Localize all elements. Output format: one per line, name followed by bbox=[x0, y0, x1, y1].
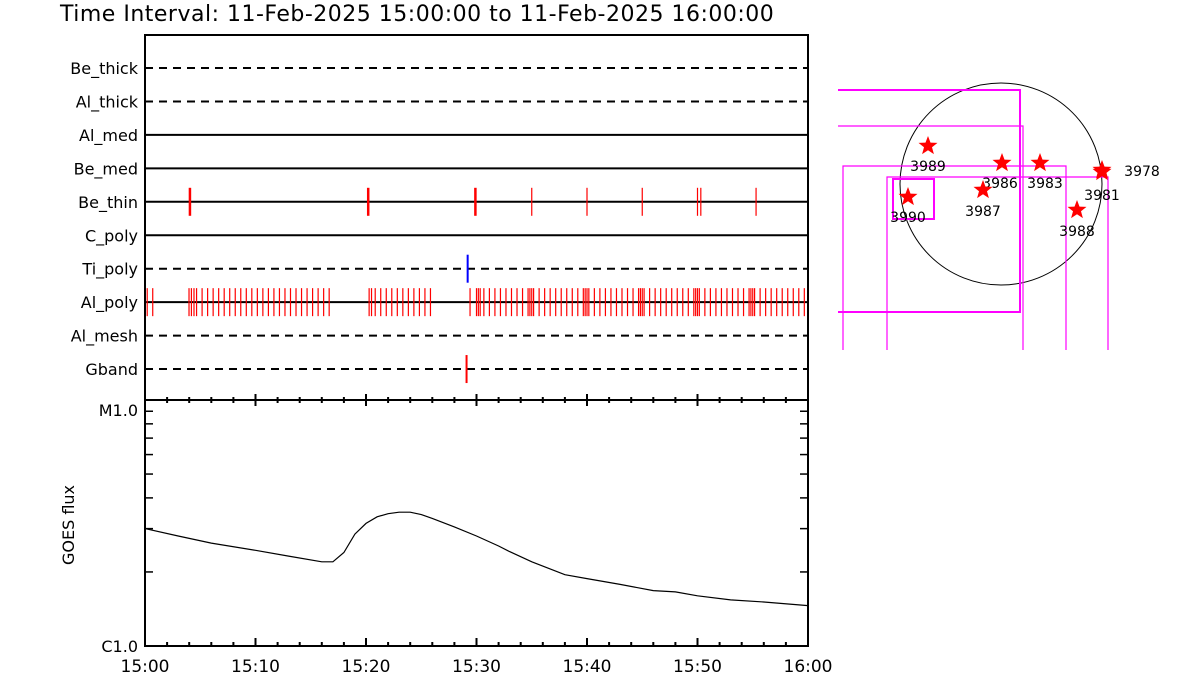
active-region-label: 3990 bbox=[890, 210, 926, 226]
y-axis-label: GOES flux bbox=[59, 485, 78, 565]
active-region-label: 3981 bbox=[1084, 188, 1120, 204]
filter-label: Al_thick bbox=[76, 92, 139, 112]
x-tick-label: 15:40 bbox=[563, 657, 612, 677]
x-tick-label: 15:30 bbox=[452, 657, 501, 677]
active-region-star bbox=[898, 187, 918, 206]
x-tick-label: 15:20 bbox=[342, 657, 391, 677]
x-tick-label: 15:50 bbox=[673, 657, 722, 677]
active-region-label: 3988 bbox=[1059, 224, 1095, 240]
filter-label: Al_poly bbox=[81, 293, 138, 313]
filter-label: Be_med bbox=[74, 159, 138, 179]
active-region-star bbox=[992, 153, 1012, 172]
x-tick-label: 16:00 bbox=[784, 657, 833, 677]
active-region-label: 3989 bbox=[910, 159, 946, 175]
fov-box bbox=[838, 89, 1021, 313]
y-tick-label: M1.0 bbox=[99, 401, 138, 420]
active-region-label: 3978 bbox=[1124, 164, 1160, 180]
filter-label: Be_thin bbox=[78, 193, 138, 213]
active-region-label: 3987 bbox=[965, 204, 1001, 220]
fov-box bbox=[886, 176, 1109, 350]
plot-frame bbox=[144, 34, 809, 647]
goes-flux-line bbox=[144, 511, 809, 607]
x-tick-label: 15:00 bbox=[121, 657, 170, 677]
fov-box bbox=[892, 178, 935, 220]
fov-box bbox=[842, 165, 1067, 350]
filter-label: C_poly bbox=[85, 226, 138, 246]
chart-title: Time Interval: 11-Feb-2025 15:00:00 to 1… bbox=[60, 2, 775, 27]
fov-box bbox=[838, 125, 1024, 350]
filter-label: Al_mesh bbox=[71, 327, 138, 347]
x-tick-label: 15:10 bbox=[231, 657, 280, 677]
active-region-star bbox=[918, 136, 938, 155]
filter-label: Gband bbox=[85, 360, 138, 379]
active-region-label: 3983 bbox=[1027, 176, 1063, 192]
active-region-star bbox=[1092, 162, 1112, 181]
active-region-star bbox=[1067, 200, 1087, 219]
active-region-star bbox=[973, 180, 993, 199]
solar-disk bbox=[899, 82, 1103, 286]
filter-label: Ti_poly bbox=[81, 260, 138, 280]
filter-label: Al_med bbox=[79, 126, 138, 146]
filter-label: Be_thick bbox=[70, 59, 138, 79]
active-region-star bbox=[1030, 153, 1050, 172]
y-tick-label: C1.0 bbox=[101, 637, 138, 656]
